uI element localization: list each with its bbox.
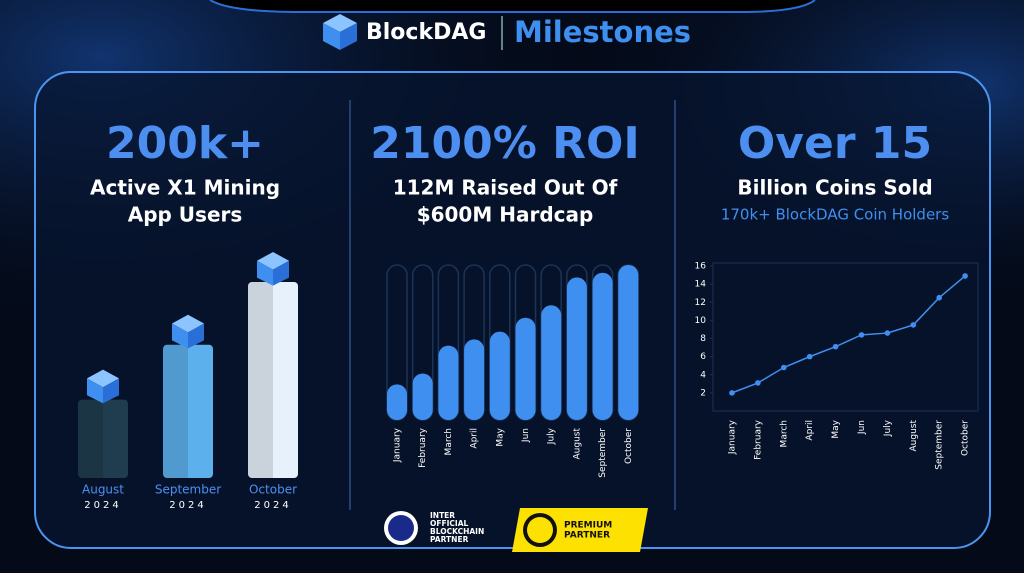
x-label: August bbox=[909, 420, 919, 452]
cube-icon bbox=[103, 378, 119, 404]
cube-icon bbox=[257, 252, 289, 270]
bar bbox=[592, 272, 613, 420]
plot-frame bbox=[712, 262, 979, 412]
cube-icon bbox=[87, 369, 119, 388]
inter-logo bbox=[388, 515, 414, 541]
bar bbox=[489, 331, 510, 420]
cube-icon bbox=[188, 323, 204, 349]
x-label: October bbox=[624, 428, 634, 464]
x-label: July bbox=[547, 427, 557, 445]
bar bbox=[387, 384, 407, 420]
brand: BlockDAG bbox=[366, 20, 486, 45]
bvb-logo bbox=[527, 517, 553, 543]
partner-text: OFFICIAL bbox=[430, 519, 469, 528]
bar bbox=[412, 373, 433, 420]
x-sublabel: 2024 bbox=[169, 500, 206, 511]
bar bbox=[566, 277, 587, 420]
stat-title: Over 15 bbox=[738, 118, 932, 169]
point bbox=[936, 294, 942, 301]
point bbox=[755, 380, 761, 386]
bar bbox=[438, 345, 459, 420]
x-label: August bbox=[572, 428, 582, 460]
x-label: February bbox=[418, 427, 428, 468]
x-label: Jun bbox=[857, 420, 867, 435]
y-tick-label: 16 bbox=[695, 262, 707, 272]
stat-title: 200k+ bbox=[106, 118, 264, 169]
title: Milestones bbox=[514, 15, 691, 49]
partner-text: BLOCKCHAIN bbox=[430, 527, 484, 536]
x-label: March bbox=[444, 428, 454, 455]
x-label: April bbox=[470, 428, 480, 449]
cube-icon bbox=[273, 260, 289, 286]
x-label: April bbox=[805, 420, 815, 441]
bar bbox=[618, 265, 639, 420]
bar bbox=[541, 305, 562, 420]
stat-note: 170k+ BlockDAG Coin Holders bbox=[721, 206, 950, 224]
y-tick-label: 14 bbox=[695, 280, 707, 290]
stat-subtitle: 112M Raised Out Of bbox=[393, 176, 618, 200]
stat-subtitle: Active X1 Mining bbox=[90, 176, 280, 200]
y-tick-label: 8 bbox=[700, 334, 706, 344]
cube-icon bbox=[172, 314, 204, 333]
stat-subtitle: App Users bbox=[128, 203, 243, 227]
y-tick-label: 12 bbox=[695, 298, 706, 308]
pillar bbox=[163, 344, 213, 478]
point bbox=[858, 332, 865, 338]
point bbox=[884, 330, 891, 336]
point bbox=[832, 343, 839, 350]
x-label: January bbox=[393, 427, 403, 463]
pillar-shade bbox=[163, 344, 188, 478]
x-label: February bbox=[753, 419, 763, 460]
point bbox=[910, 322, 917, 328]
partner-text: PREMIUM bbox=[564, 521, 612, 531]
stat-subtitle: Billion Coins Sold bbox=[737, 176, 932, 200]
y-tick-label: 6 bbox=[700, 352, 706, 362]
x-label: September bbox=[598, 428, 608, 478]
x-sublabel: 2024 bbox=[254, 500, 291, 511]
logo-cube bbox=[323, 14, 357, 50]
pillar bbox=[248, 282, 298, 478]
y-tick-label: 2 bbox=[700, 388, 706, 398]
bar bbox=[464, 339, 485, 420]
partner-text: PARTNER bbox=[564, 531, 610, 541]
x-label: Jun bbox=[521, 428, 531, 443]
y-tick-label: 10 bbox=[695, 316, 707, 326]
stat-title: 2100% ROI bbox=[370, 118, 640, 169]
bar bbox=[515, 317, 536, 420]
x-label: October bbox=[961, 420, 971, 456]
y-tick-label: 4 bbox=[700, 370, 706, 380]
point bbox=[781, 364, 787, 371]
x-label: March bbox=[779, 420, 789, 447]
stat-subtitle: $600M Hardcap bbox=[417, 203, 594, 227]
pillar-shade bbox=[248, 282, 273, 478]
x-label: May bbox=[495, 427, 505, 446]
cube-icon bbox=[87, 378, 103, 404]
cube-icon bbox=[257, 260, 273, 286]
x-label: October bbox=[249, 483, 297, 497]
partner-text: INTER bbox=[430, 511, 455, 520]
x-label: August bbox=[82, 483, 124, 497]
partner-text: PARTNER bbox=[430, 535, 469, 544]
pillar bbox=[78, 399, 128, 478]
x-label: January bbox=[728, 419, 738, 455]
point bbox=[729, 390, 735, 396]
x-label: May bbox=[831, 419, 841, 438]
x-label: September bbox=[935, 420, 945, 470]
x-label: September bbox=[155, 483, 221, 497]
point bbox=[962, 273, 968, 279]
pillar-shade bbox=[78, 399, 103, 478]
line bbox=[731, 275, 966, 394]
cube-icon bbox=[172, 323, 188, 349]
point bbox=[806, 353, 813, 360]
x-sublabel: 2024 bbox=[84, 500, 121, 511]
top-arc bbox=[209, 0, 816, 13]
x-label: July bbox=[883, 419, 893, 437]
